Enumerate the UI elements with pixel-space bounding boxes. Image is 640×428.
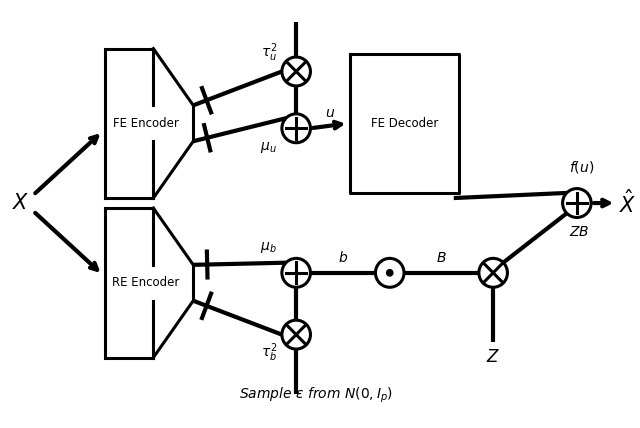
Text: FE Encoder: FE Encoder	[113, 117, 179, 130]
Circle shape	[387, 270, 393, 276]
Text: $f(u)$: $f(u)$	[569, 159, 595, 175]
Text: Sample $\varepsilon$ from $N(0, I_p)$: Sample $\varepsilon$ from $N(0, I_p)$	[239, 386, 393, 405]
Text: $u$: $u$	[325, 106, 335, 120]
Text: RE Encoder: RE Encoder	[112, 276, 179, 289]
Text: $\mu_u$: $\mu_u$	[260, 140, 277, 155]
Text: $\tau_b^2$: $\tau_b^2$	[260, 342, 277, 364]
Text: $\mu_b$: $\mu_b$	[260, 240, 277, 255]
Text: $\tau_u^2$: $\tau_u^2$	[260, 42, 277, 65]
Text: $Z$: $Z$	[486, 348, 500, 366]
Text: $b$: $b$	[338, 250, 348, 265]
Text: FE Decoder: FE Decoder	[371, 117, 438, 130]
Text: $\hat{X}$: $\hat{X}$	[620, 189, 637, 217]
Text: $B$: $B$	[436, 251, 447, 265]
Text: $X$: $X$	[12, 193, 29, 213]
Text: $ZB$: $ZB$	[569, 225, 589, 239]
